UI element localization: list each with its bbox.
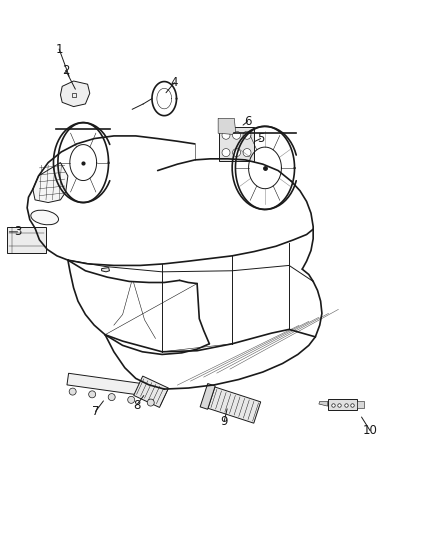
Text: 2: 2: [62, 64, 70, 77]
Polygon shape: [33, 163, 68, 203]
Text: 6: 6: [244, 115, 251, 128]
Bar: [200, 384, 215, 409]
Circle shape: [222, 131, 230, 139]
Bar: [208, 387, 261, 423]
Ellipse shape: [31, 210, 59, 225]
Polygon shape: [60, 81, 90, 107]
Circle shape: [243, 149, 251, 157]
Text: 9: 9: [220, 415, 228, 427]
Text: 4: 4: [170, 76, 178, 89]
Polygon shape: [357, 401, 364, 408]
Circle shape: [243, 131, 251, 139]
Polygon shape: [218, 118, 236, 134]
Circle shape: [128, 397, 135, 403]
Text: 3: 3: [14, 225, 21, 238]
Text: 1: 1: [55, 43, 63, 55]
Circle shape: [233, 131, 240, 139]
Circle shape: [222, 149, 230, 157]
Circle shape: [233, 149, 240, 157]
Polygon shape: [7, 227, 46, 253]
Text: 7: 7: [92, 405, 99, 418]
Polygon shape: [102, 268, 110, 272]
Circle shape: [108, 393, 115, 401]
FancyBboxPatch shape: [67, 373, 160, 398]
Text: 5: 5: [257, 132, 264, 145]
Polygon shape: [328, 399, 357, 410]
Polygon shape: [319, 401, 328, 406]
Circle shape: [69, 388, 76, 395]
Polygon shape: [219, 127, 254, 161]
Bar: [134, 376, 169, 407]
Circle shape: [147, 399, 154, 406]
Text: 8: 8: [133, 399, 140, 411]
Circle shape: [88, 391, 95, 398]
Text: 10: 10: [363, 424, 378, 437]
